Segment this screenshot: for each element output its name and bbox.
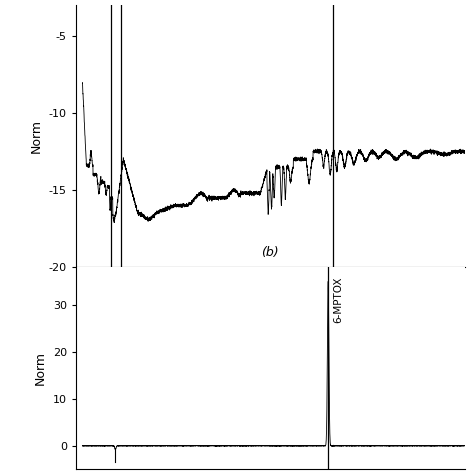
Text: 6-MPTOX: 6-MPTOX [333,277,343,323]
Y-axis label: Norm: Norm [30,119,43,153]
Text: (b): (b) [261,246,279,259]
X-axis label: min: min [258,289,282,302]
Y-axis label: Norm: Norm [34,351,47,385]
